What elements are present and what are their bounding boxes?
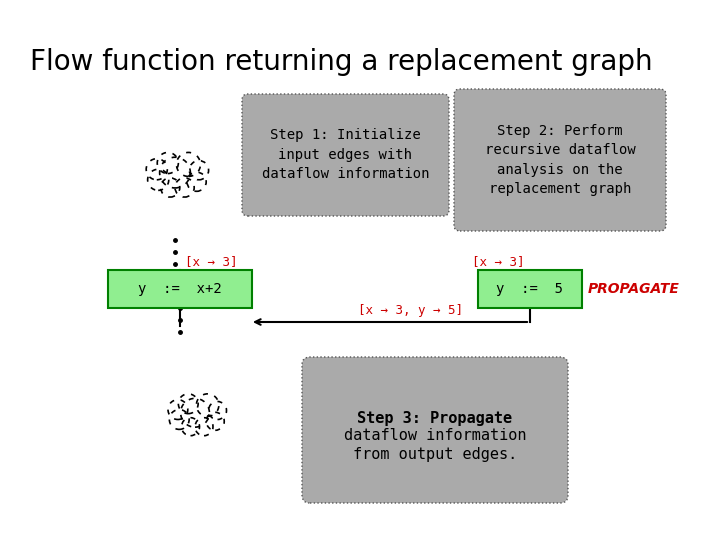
Text: PROPAGATE: PROPAGATE bbox=[588, 282, 680, 296]
Text: dataflow information: dataflow information bbox=[343, 429, 526, 443]
Text: Step 1: Initialize
input edges with
dataflow information: Step 1: Initialize input edges with data… bbox=[262, 129, 429, 181]
FancyBboxPatch shape bbox=[454, 89, 666, 231]
Text: Step 3: Propagate: Step 3: Propagate bbox=[357, 410, 513, 426]
FancyBboxPatch shape bbox=[242, 94, 449, 216]
Text: [x → 3, y → 5]: [x → 3, y → 5] bbox=[358, 304, 462, 317]
FancyBboxPatch shape bbox=[478, 270, 582, 308]
Text: Flow function returning a replacement graph: Flow function returning a replacement gr… bbox=[30, 48, 652, 76]
Text: y  :=  x+2: y := x+2 bbox=[138, 282, 222, 296]
Text: [x → 3]: [x → 3] bbox=[472, 255, 524, 268]
Text: [x → 3]: [x → 3] bbox=[185, 255, 238, 268]
Text: y  :=  5: y := 5 bbox=[497, 282, 564, 296]
Text: from output edges.: from output edges. bbox=[353, 447, 517, 462]
Text: Step 2: Perform
recursive dataflow
analysis on the
replacement graph: Step 2: Perform recursive dataflow analy… bbox=[485, 124, 635, 196]
FancyBboxPatch shape bbox=[108, 270, 252, 308]
FancyBboxPatch shape bbox=[302, 357, 568, 503]
